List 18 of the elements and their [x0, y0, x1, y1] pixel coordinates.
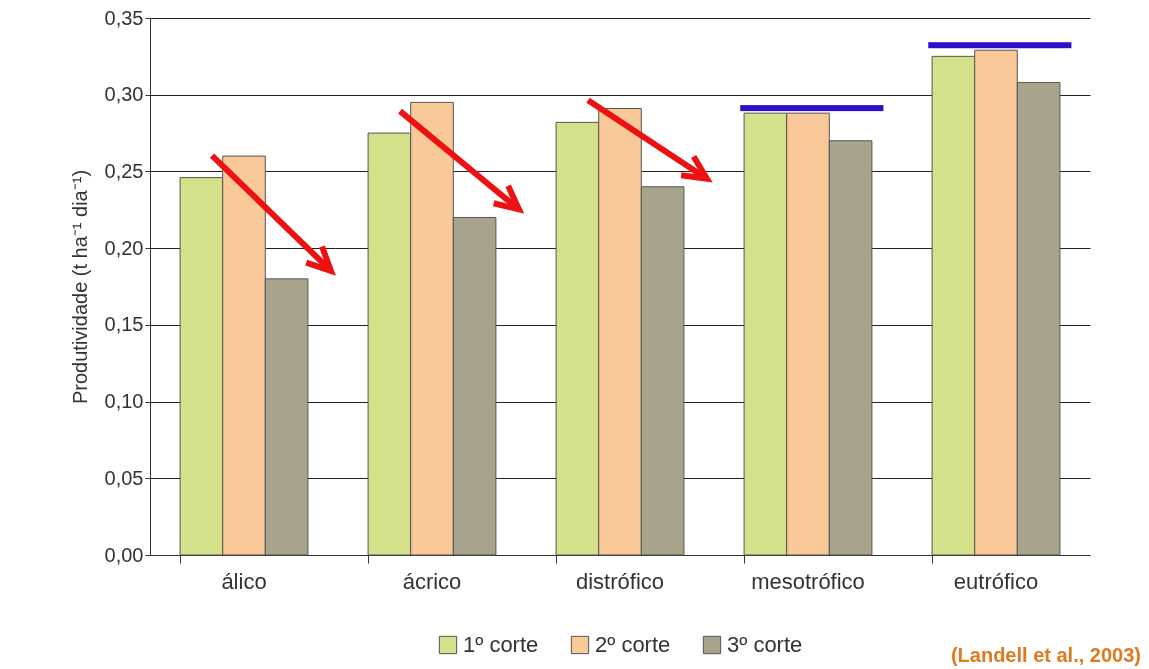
y-tick-label: 0,30: [104, 83, 144, 106]
x-tick-label: mesotrófico: [751, 568, 865, 594]
y-tick-label: 0,15: [104, 313, 144, 336]
text: (Landell et al., 2003): [950, 644, 1141, 667]
legend-label: 2º corte: [595, 632, 671, 657]
y-axis-title: Produtividade (t ha⁻¹ dia⁻¹): [68, 169, 91, 405]
y-tick-label: 0,05: [104, 466, 144, 489]
x-tick-label: eutrófico: [953, 568, 1039, 594]
y-tick-label: 0,25: [104, 159, 144, 182]
legend-label: 1º corte: [463, 632, 539, 657]
y-tick-label: 0,00: [104, 543, 144, 566]
y-tick-label: 0,35: [104, 6, 144, 29]
x-tick-label: distrófico: [575, 568, 665, 594]
x-tick-label: álico: [221, 568, 267, 594]
y-tick-label: 0,10: [104, 390, 144, 413]
legend-label: 3º corte: [727, 632, 803, 657]
x-tick-label: ácrico: [402, 568, 462, 594]
y-tick-label: 0,20: [104, 236, 144, 259]
